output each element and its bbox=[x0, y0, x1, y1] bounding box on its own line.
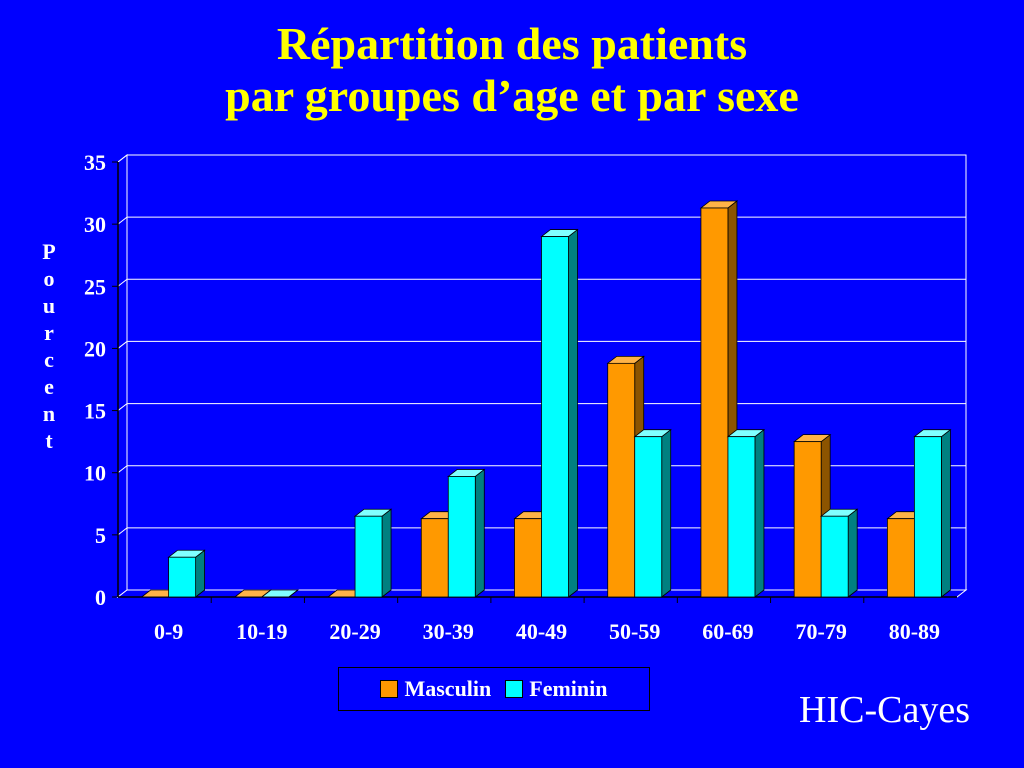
bar-side-feminin bbox=[568, 228, 578, 598]
bar-side-feminin bbox=[474, 468, 485, 598]
bar-side-feminin bbox=[195, 549, 206, 598]
bar-feminin bbox=[727, 436, 756, 598]
gridline bbox=[117, 527, 966, 536]
bar-masculin bbox=[886, 518, 915, 598]
legend: Masculin Feminin bbox=[338, 667, 650, 711]
y-axis-label-letter: c bbox=[44, 347, 54, 372]
y-tick-label: 35 bbox=[84, 150, 106, 175]
x-tick-label: 30-39 bbox=[423, 619, 474, 644]
y-axis-label-letter: P bbox=[42, 239, 56, 264]
gridline bbox=[117, 403, 966, 411]
legend-item-feminin: Feminin bbox=[505, 676, 608, 702]
x-tick-label: 40-49 bbox=[516, 619, 567, 644]
y-axis-label-letter: r bbox=[44, 320, 54, 345]
x-tick-label: 70-79 bbox=[796, 619, 847, 644]
chart-title-line1: Répartition des patients bbox=[276, 18, 748, 69]
y-tick-label: 10 bbox=[84, 461, 106, 486]
y-tick-label: 25 bbox=[84, 274, 106, 299]
y-tick-label: 5 bbox=[95, 523, 106, 548]
gridline bbox=[117, 278, 966, 287]
y-tick-label: 0 bbox=[95, 585, 106, 610]
bar-side-feminin bbox=[847, 508, 858, 598]
y-axis-label-letter: t bbox=[45, 428, 53, 453]
bar-masculin bbox=[700, 207, 729, 598]
y-tick-label: 20 bbox=[84, 336, 106, 361]
gridline bbox=[117, 340, 966, 349]
y-tick-label: 30 bbox=[84, 212, 106, 237]
y-tick-label: 15 bbox=[84, 399, 106, 424]
y-axis-label-letter: n bbox=[42, 401, 56, 426]
bar-masculin bbox=[420, 518, 449, 598]
legend-swatch-masculin bbox=[380, 680, 399, 698]
chart-title-line2: par groupes d’age et par sexe bbox=[225, 70, 799, 121]
bar-feminin bbox=[634, 436, 663, 598]
bar-feminin bbox=[354, 515, 383, 598]
y-axis-label-letter: u bbox=[42, 293, 56, 318]
bar-side-feminin bbox=[754, 428, 765, 598]
x-tick-label: 80-89 bbox=[889, 619, 940, 644]
plot-side-wall bbox=[117, 153, 128, 599]
bar-feminin bbox=[913, 436, 942, 598]
bar-feminin bbox=[820, 515, 849, 598]
bar-masculin bbox=[514, 518, 542, 598]
bar-side-feminin bbox=[381, 508, 392, 598]
x-tick-label: 0-9 bbox=[154, 619, 183, 644]
x-tick-label: 60-69 bbox=[702, 619, 753, 644]
gridline bbox=[117, 154, 966, 163]
bar-feminin bbox=[541, 236, 569, 598]
bar-feminin bbox=[168, 556, 197, 598]
chart-title: Répartition des patients par groupes d’a… bbox=[0, 18, 1024, 122]
legend-item-masculin: Masculin bbox=[380, 676, 491, 702]
legend-label-feminin: Feminin bbox=[529, 676, 608, 701]
legend-label-masculin: Masculin bbox=[404, 676, 492, 701]
bar-masculin bbox=[793, 441, 822, 598]
gridline bbox=[117, 216, 966, 225]
bar-masculin bbox=[607, 362, 636, 598]
x-tick-label: 10-19 bbox=[236, 619, 287, 644]
legend-swatch-feminin bbox=[505, 680, 524, 698]
gridline bbox=[117, 465, 966, 474]
y-axis-label-letter: o bbox=[43, 266, 55, 291]
x-tick-label: 20-29 bbox=[329, 619, 380, 644]
bar-side-feminin bbox=[661, 428, 672, 598]
footer-label: HIC-Cayes bbox=[799, 689, 970, 731]
bar-side-feminin bbox=[940, 428, 951, 598]
y-axis-label-letter: e bbox=[44, 374, 54, 399]
bar-feminin bbox=[447, 476, 476, 598]
x-tick-label: 50-59 bbox=[609, 619, 660, 644]
